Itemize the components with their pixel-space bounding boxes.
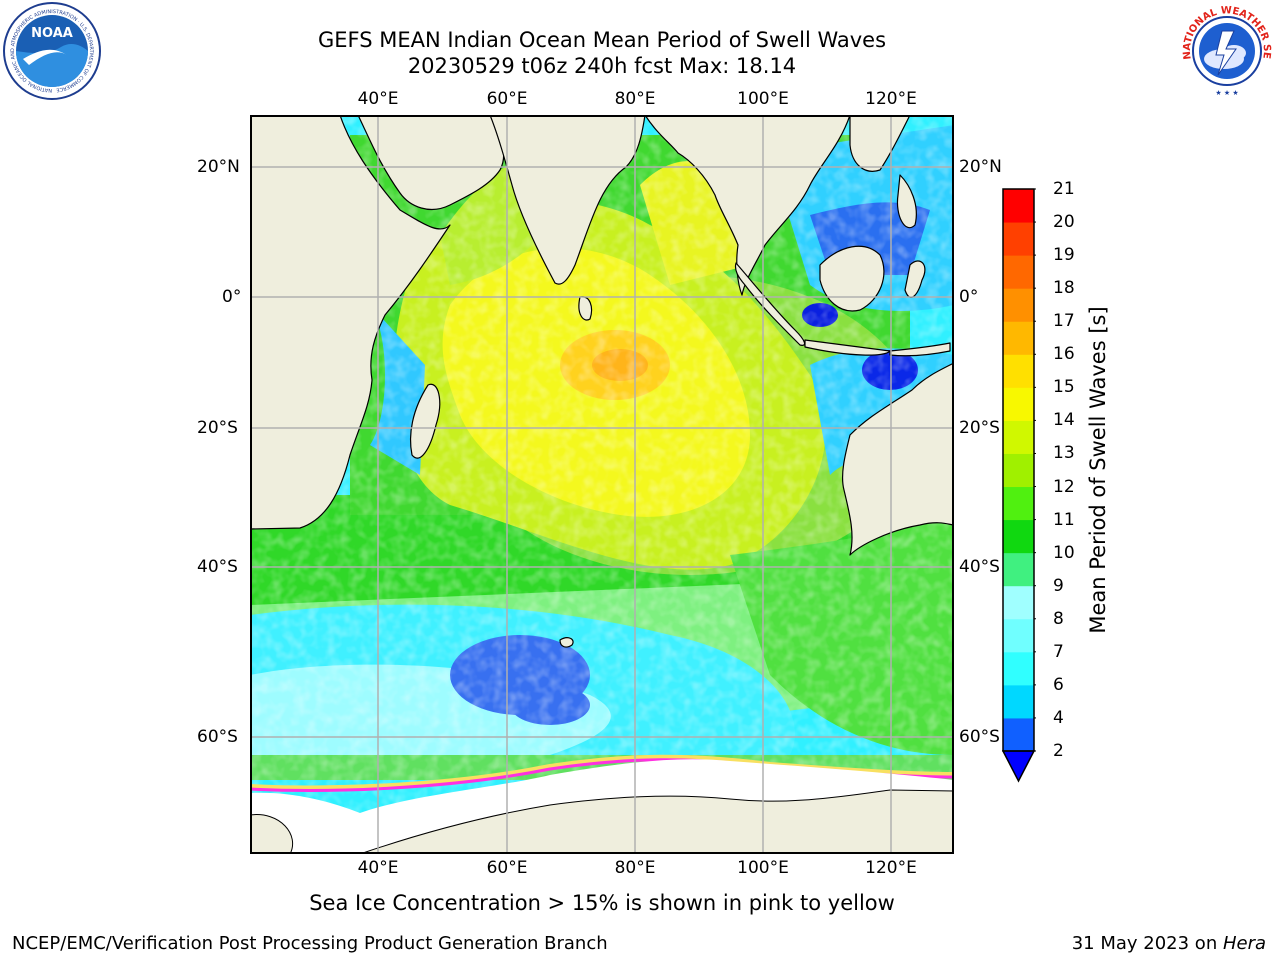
colorbar-tick-label: 15 [1053, 377, 1075, 398]
lon-label-bottom: 60°E [486, 858, 528, 878]
colorbar-frame [1002, 188, 1035, 752]
colorbar-tick-label: 18 [1053, 278, 1075, 299]
colorbar-tick-label: 13 [1053, 443, 1075, 464]
swell-period-field [250, 115, 954, 854]
colorbar-band [1003, 255, 1034, 289]
footer-credit: NCEP/EMC/Verification Post Processing Pr… [12, 933, 608, 954]
lat-label-left: 0° [222, 287, 242, 307]
lon-label-top: 80°E [614, 89, 656, 109]
colorbar-tick-label: 11 [1053, 509, 1075, 530]
colorbar-extend-arrow [1002, 750, 1036, 783]
noaa-logo: NOAA NATIONAL OCEANIC AND ATMOSPHERIC AD… [3, 2, 101, 100]
colorbar-tick-label: 16 [1053, 344, 1075, 365]
madagascar-land [409, 383, 441, 459]
lat-label-left: 20°N [197, 157, 240, 177]
lon-label-top: 60°E [486, 89, 528, 109]
lon-label-bottom: 120°E [865, 858, 917, 878]
colorbar-tick-label: 10 [1053, 542, 1075, 563]
nws-logo: NATIONAL WEATHER SERVICE ★ ★ ★ [1176, 1, 1275, 99]
lat-label-left: 20°S [197, 418, 238, 438]
colorbar-label: Mean Period of Swell Waves [s] [1086, 306, 1110, 634]
colorbar-band [1003, 288, 1034, 322]
chart-title: GEFS MEAN Indian Ocean Mean Period of Sw… [317, 28, 887, 52]
footer-host: Hera [1222, 933, 1266, 954]
colorbar-tick-label: 4 [1053, 707, 1064, 728]
colorbar-band [1003, 453, 1034, 488]
colorbar [1002, 188, 1036, 783]
colorbar-tick-label: 12 [1053, 476, 1075, 497]
lon-label-top: 40°E [357, 89, 399, 109]
lat-label-left: 40°S [197, 557, 238, 577]
india-land [489, 115, 646, 285]
colorbar-tick-label: 8 [1053, 608, 1064, 629]
lat-label-right: 20°S [959, 418, 1000, 438]
africa-land [250, 115, 451, 530]
colorbar-band [1003, 387, 1034, 421]
colorbar-tick-label: 7 [1053, 641, 1064, 662]
southeast-asia-land [644, 115, 851, 296]
noaa-logo-text: NOAA [31, 26, 73, 41]
colorbar-band [1003, 420, 1034, 454]
colorbar-tick-label: 20 [1053, 212, 1075, 233]
colorbar-band [1003, 717, 1034, 752]
lat-label-right: 60°S [959, 727, 1000, 747]
borneo-land [819, 245, 885, 312]
footer-date: 31 May 2023 on Hera [1072, 933, 1266, 954]
lon-label-bottom: 40°E [357, 858, 399, 878]
footer-date-text: 31 May 2023 on [1071, 933, 1223, 954]
sea-ice-note: Sea Ice Concentration > 15% is shown in … [309, 891, 895, 915]
colorbar-tick-label: 17 [1053, 311, 1075, 332]
colorbar-tick-label: 19 [1053, 245, 1075, 266]
forecast-subtitle: 20230529 t06z 240h fcst Max: 18.14 [407, 54, 797, 78]
graticule [250, 115, 954, 854]
colorbar-band [1003, 321, 1034, 355]
lon-label-bottom: 80°E [614, 858, 656, 878]
colorbar-tick-label: 6 [1053, 674, 1064, 695]
lon-label-top: 120°E [865, 89, 917, 109]
lat-label-right: 40°S [959, 557, 1000, 577]
colorbar-tick-label: 2 [1053, 741, 1064, 761]
colorbar-band [1003, 222, 1034, 256]
lon-label-bottom: 100°E [737, 858, 789, 878]
lat-label-left: 60°S [197, 727, 238, 747]
lat-label-right: 0° [959, 287, 979, 307]
colorbar-band [1003, 354, 1034, 388]
colorbar-band [1003, 684, 1034, 719]
land-masses [250, 115, 954, 648]
colorbar-tick-label: 21 [1053, 179, 1075, 199]
indian-ocean-map [250, 115, 954, 854]
colorbar-band [1003, 486, 1034, 521]
colorbar-tick-label: 14 [1053, 410, 1075, 431]
colorbar-band [1003, 189, 1034, 223]
lat-label-right: 20°N [959, 157, 1002, 177]
colorbar-band [1003, 618, 1034, 653]
australia-land [841, 362, 954, 556]
colorbar-band [1003, 519, 1034, 554]
svg-text:★ ★ ★: ★ ★ ★ [1215, 89, 1238, 97]
colorbar-tick-label: 9 [1053, 575, 1064, 596]
colorbar-band [1003, 552, 1034, 587]
lon-label-top: 100°E [737, 89, 789, 109]
map-frame [250, 115, 954, 854]
colorbar-band [1003, 651, 1034, 686]
sumatra-land [734, 262, 806, 346]
colorbar-band [1003, 585, 1034, 620]
